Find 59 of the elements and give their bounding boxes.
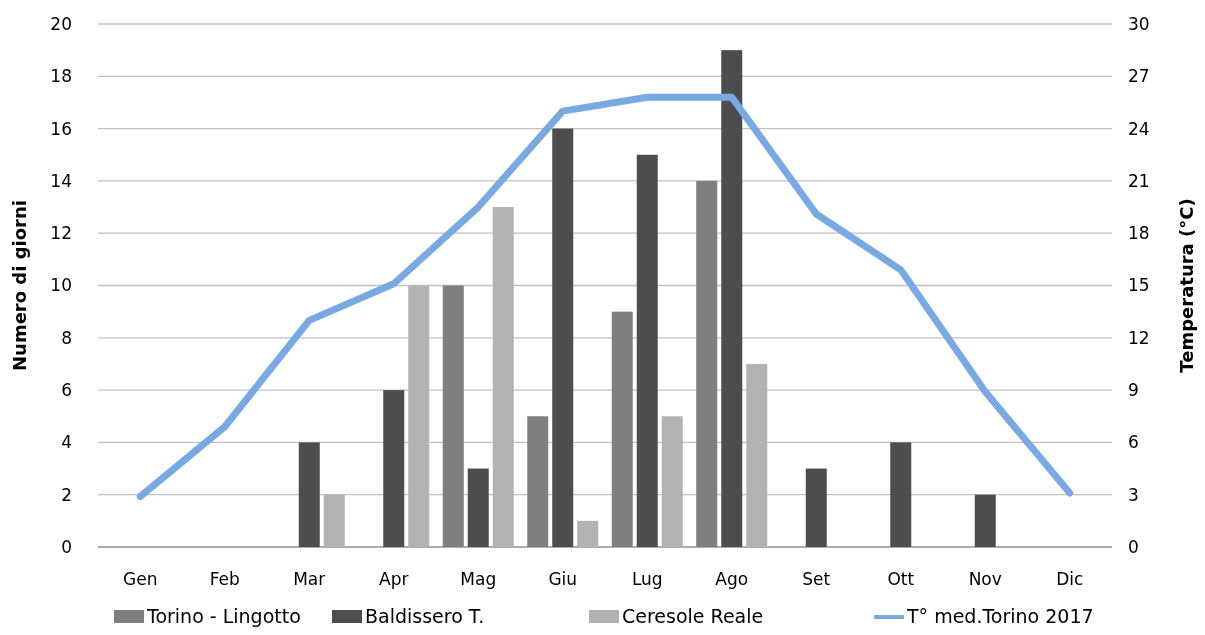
bar bbox=[805, 468, 827, 547]
y2-axis-title: Temperatura (°C) bbox=[1176, 198, 1197, 373]
y2-tick-label: 18 bbox=[1128, 223, 1150, 244]
bar bbox=[611, 311, 633, 547]
x-tick-label: Mag bbox=[460, 569, 497, 589]
y2-tick-label: 24 bbox=[1128, 118, 1150, 139]
y2-tick-label: 21 bbox=[1128, 170, 1150, 191]
bar bbox=[890, 442, 912, 547]
bar bbox=[492, 207, 514, 547]
bar bbox=[577, 520, 599, 547]
y-tick-label: 2 bbox=[61, 484, 72, 505]
bar bbox=[974, 494, 996, 547]
x-tick-label: Gen bbox=[123, 569, 158, 589]
y2-tick-label: 12 bbox=[1128, 327, 1150, 348]
y2-tick-label: 15 bbox=[1128, 275, 1150, 296]
x-tick-label: Lug bbox=[631, 569, 663, 589]
bar bbox=[323, 494, 345, 547]
y-axis-title: Numero di giorni bbox=[9, 200, 30, 371]
legend-label: Ceresole Reale bbox=[622, 605, 764, 627]
x-tick-label: Dic bbox=[1056, 569, 1084, 589]
y-tick-label: 10 bbox=[50, 275, 72, 296]
legend-label: T° med.Torino 2017 bbox=[906, 605, 1094, 627]
legend-label: Torino - Lingotto bbox=[146, 605, 301, 627]
y2-tick-label: 30 bbox=[1128, 13, 1150, 34]
bar bbox=[636, 154, 658, 547]
y2-tick-label: 0 bbox=[1128, 536, 1139, 557]
y2-tick-label: 27 bbox=[1128, 66, 1150, 87]
x-tick-label: Mar bbox=[293, 569, 326, 589]
y-tick-label: 20 bbox=[50, 13, 72, 34]
y2-tick-label: 3 bbox=[1128, 484, 1139, 505]
y-tick-label: 0 bbox=[61, 536, 72, 557]
bar bbox=[721, 50, 743, 547]
bar bbox=[527, 416, 549, 547]
x-tick-label: Ott bbox=[887, 569, 915, 589]
x-tick-label: Nov bbox=[968, 569, 1002, 589]
y-tick-label: 16 bbox=[50, 118, 72, 139]
bar bbox=[408, 285, 430, 547]
y-tick-label: 12 bbox=[50, 223, 72, 244]
x-tick-label: Ago bbox=[715, 569, 749, 589]
bar bbox=[746, 363, 768, 547]
bar bbox=[661, 416, 683, 547]
x-tick-label: Giu bbox=[548, 569, 578, 589]
x-tick-label: Apr bbox=[379, 569, 409, 589]
bar bbox=[696, 180, 718, 547]
y-tick-label: 18 bbox=[50, 66, 72, 87]
y-tick-label: 8 bbox=[61, 327, 72, 348]
y2-tick-label: 9 bbox=[1128, 380, 1139, 401]
x-tick-label: Set bbox=[802, 569, 831, 589]
bar bbox=[552, 128, 574, 547]
bar bbox=[467, 468, 489, 547]
legend-label: Baldissero T. bbox=[365, 605, 485, 627]
y-tick-label: 6 bbox=[61, 380, 72, 401]
bar bbox=[383, 390, 405, 547]
bar bbox=[442, 285, 464, 547]
y2-tick-label: 6 bbox=[1128, 432, 1139, 453]
x-tick-label: Feb bbox=[209, 569, 240, 589]
y-tick-label: 4 bbox=[61, 432, 72, 453]
y-tick-label: 14 bbox=[50, 170, 72, 191]
bar bbox=[298, 442, 320, 547]
